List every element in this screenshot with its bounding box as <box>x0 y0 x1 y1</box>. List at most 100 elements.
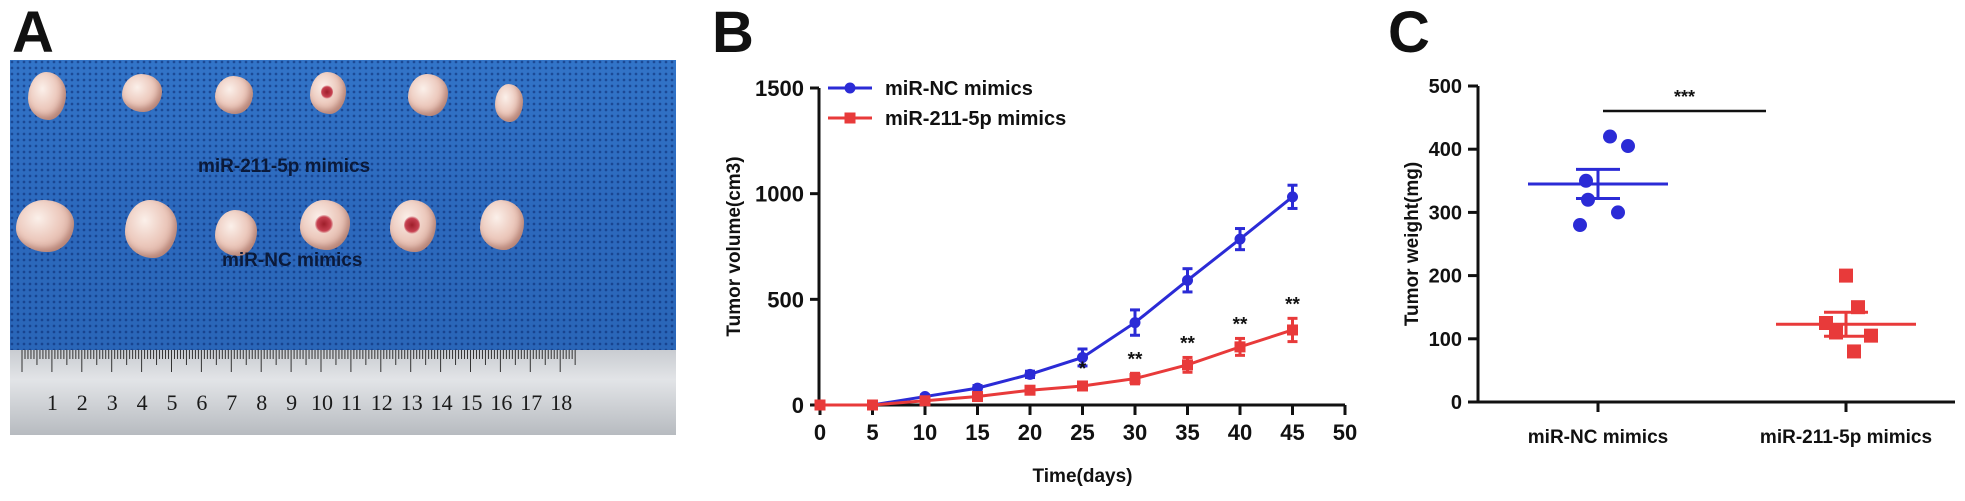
y-tick-label: 500 <box>767 287 804 312</box>
ruler-number: 17 <box>520 390 543 415</box>
tumor-specimen <box>480 200 524 250</box>
data-point <box>1129 317 1141 329</box>
tumor-specimen <box>300 200 350 250</box>
ruler-number: 10 <box>311 390 333 415</box>
data-point <box>1287 324 1298 336</box>
tumor-specimen <box>16 200 74 252</box>
significance-marker: *** <box>1674 87 1695 107</box>
x-tick-label: 5 <box>866 420 878 445</box>
x-tick-label: 0 <box>814 420 826 445</box>
ruler-number: 4 <box>136 390 148 415</box>
x-tick-label: miR-211-5p mimics <box>1760 427 1932 448</box>
ruler-number: 9 <box>286 390 298 415</box>
label-mir-211-5p-mimics: miR-211-5p mimics <box>198 156 371 177</box>
significance-marker: ** <box>1233 314 1248 335</box>
y-tick-label: 300 <box>1429 202 1462 224</box>
ruler-number: 16 <box>490 390 513 415</box>
tumor-specimen <box>495 84 523 122</box>
y-tick-label: 0 <box>792 393 804 418</box>
data-point <box>1864 328 1878 343</box>
data-point <box>1573 218 1587 233</box>
tumor-specimen <box>310 72 346 114</box>
x-axis-title: Time(days) <box>1033 466 1133 487</box>
label-mir-nc-mimics: miR-NC mimics <box>222 250 363 271</box>
ruler-number: 15 <box>460 390 483 415</box>
data-point <box>1611 205 1625 220</box>
significance-marker: ** <box>1285 294 1300 315</box>
tumor-specimen <box>122 74 162 112</box>
ruler-number: 2 <box>76 390 88 415</box>
data-point <box>1024 384 1036 396</box>
y-tick-label: 1000 <box>755 182 804 207</box>
ruler-number: 7 <box>226 390 238 415</box>
data-point <box>1287 191 1298 203</box>
ruler-number: 1 <box>46 390 58 415</box>
ruler-number: 11 <box>340 390 363 415</box>
data-point <box>972 391 983 403</box>
ruler-number: 6 <box>196 390 208 415</box>
series-line-mir-211-5p <box>820 328 1293 407</box>
data-point <box>1847 344 1861 359</box>
y-axis-title: Tumor weight(mg) <box>1402 162 1423 326</box>
data-point <box>1621 139 1635 154</box>
ruler: 1 2 3 4 5 6 7 8 9 10 11 12 13 14 15 16 17 18 <box>10 350 676 435</box>
x-tick-label: miR-NC mimics <box>1528 427 1668 448</box>
data-point <box>1581 192 1595 207</box>
significance-marker: * <box>1079 359 1087 380</box>
data-point <box>814 399 826 411</box>
legend-marker <box>844 82 856 94</box>
ruler-number: 5 <box>166 390 178 415</box>
data-point <box>1829 325 1843 340</box>
data-point <box>1129 373 1141 385</box>
data-point <box>1839 268 1853 283</box>
y-axis-title: Tumor volume(cm3) <box>724 156 745 336</box>
data-point <box>1234 233 1246 245</box>
x-tick-label: 50 <box>1333 420 1357 445</box>
data-point <box>1024 368 1036 380</box>
data-point <box>972 382 983 394</box>
x-tick-label: 30 <box>1123 420 1147 445</box>
data-point <box>1077 351 1088 363</box>
ruler-number: 8 <box>256 390 268 415</box>
data-point <box>1234 341 1246 353</box>
panel-c-letter: C <box>1388 0 1430 65</box>
tumor-specimen <box>390 200 436 252</box>
tumor-specimen <box>215 76 253 114</box>
x-tick-label: 15 <box>965 420 989 445</box>
ruler-number: 18 <box>550 390 573 415</box>
ruler-number: 14 <box>430 390 453 415</box>
y-tick-label: 500 <box>1429 76 1462 98</box>
y-tick-label: 0 <box>1451 392 1462 414</box>
legend-marker <box>844 112 856 124</box>
data-point <box>1077 380 1088 392</box>
data-point <box>1603 129 1617 144</box>
data-point <box>919 395 931 407</box>
y-tick-label: 400 <box>1429 139 1462 161</box>
tumor-specimen <box>28 72 66 120</box>
data-point <box>867 399 878 411</box>
data-point <box>1851 300 1865 315</box>
x-tick-label: 10 <box>913 420 937 445</box>
y-tick-label: 1500 <box>755 76 804 101</box>
data-point <box>1182 359 1193 371</box>
tumor-volume-line-chart: 0 500 1000 1500 0 5 10 15 20 25 30 35 40 45 50 Time(day… <box>724 76 1357 487</box>
tumor-specimen <box>408 74 448 116</box>
ruler-number: 13 <box>400 390 423 415</box>
panel-b-letter: B <box>712 0 754 65</box>
panel-a-letter: A <box>12 0 54 65</box>
x-tick-label: 20 <box>1018 420 1042 445</box>
data-point <box>1182 274 1193 286</box>
significance-marker: ** <box>1128 349 1143 370</box>
significance-marker: ** <box>1180 333 1195 354</box>
blue-cloth-background <box>10 60 676 352</box>
tumor-weight-scatter-chart: 0 100 200 300 400 500 miR-NC mimics miR-211-5p … <box>1402 76 1955 448</box>
data-point <box>1579 173 1593 188</box>
series-line-mir-nc <box>820 195 1294 407</box>
tumor-specimen <box>215 210 257 256</box>
ruler-number: 3 <box>106 390 118 415</box>
x-tick-label: 25 <box>1070 420 1094 445</box>
ruler-number: 12 <box>370 390 393 415</box>
legend-label: miR-NC mimics <box>885 78 1033 100</box>
x-tick-label: 45 <box>1280 420 1304 445</box>
